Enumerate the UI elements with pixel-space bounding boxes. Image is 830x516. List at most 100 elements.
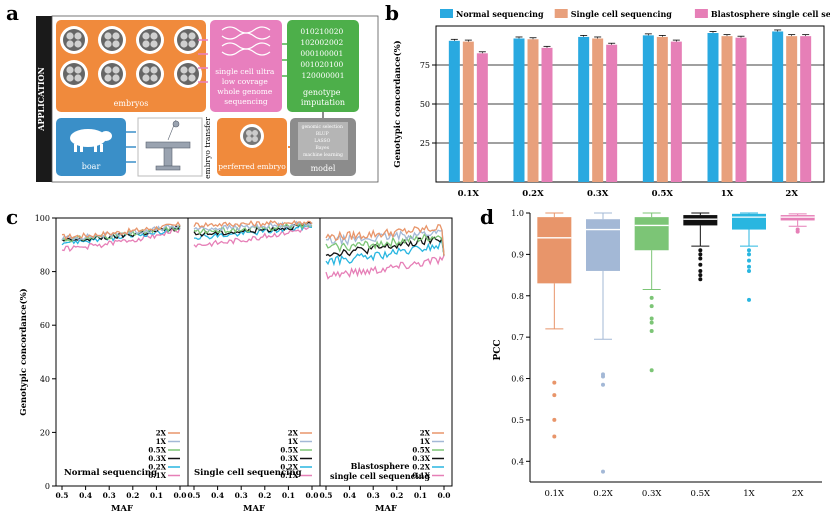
panel-c-xtick-label: 0.1 xyxy=(414,491,427,500)
panel-d-outlier xyxy=(552,393,557,398)
embryo-cell xyxy=(188,66,196,74)
embryo-cell xyxy=(104,66,112,74)
panel-d-ytick-label: 0.5 xyxy=(511,416,524,425)
panel-b-legend-swatch xyxy=(694,9,708,18)
embryo-cell xyxy=(180,32,188,40)
embryo-cell xyxy=(150,40,158,48)
panel-c-legend-label: 0.1X xyxy=(412,471,430,480)
application-label: APPLICATION xyxy=(36,67,46,132)
panel-c-legend-label: 0.3X xyxy=(148,454,166,463)
embryo-cell xyxy=(104,40,112,48)
embryo-cell xyxy=(180,66,188,74)
panel-c-series-line xyxy=(193,220,313,232)
panel-c-subplot-title: Normal sequencing xyxy=(64,468,157,478)
panel-b-bar xyxy=(448,40,460,182)
panel-c-xlabel: MAF xyxy=(111,504,133,514)
embryos-box xyxy=(56,20,206,112)
panel-c-legend-label: 1X xyxy=(420,437,431,446)
panel-c-series-line xyxy=(193,219,313,228)
panel-d-outlier xyxy=(698,252,703,257)
panel-c-xtick-label: 0.0 xyxy=(437,491,450,500)
panel-c-ytick-label: 100 xyxy=(35,214,50,223)
panel-c-series-line xyxy=(325,223,445,256)
panel-c-xtick-label: 0.2 xyxy=(126,491,139,500)
application-bar xyxy=(36,16,52,182)
panel-a-letter: a xyxy=(6,1,19,25)
panel-c-xtick-label: 0.3 xyxy=(103,491,116,500)
embryo-icon-inner xyxy=(101,63,123,85)
panel-b-bar xyxy=(786,36,798,182)
panel-d-xtick-label: 0.5X xyxy=(691,489,712,499)
panel-d-xtick-label: 0.2X xyxy=(593,489,614,499)
panel-c-xtick-label: 0.5 xyxy=(319,491,332,500)
panel-c-legend-label: 1X xyxy=(156,437,167,446)
panel-b-bar xyxy=(707,33,719,182)
model-list: genomic selection BLUP LASSO Bayes machi… xyxy=(302,124,345,158)
embryo-cell xyxy=(188,74,196,82)
panel-d-letter: d xyxy=(480,205,494,229)
panel-b-bar xyxy=(527,39,539,183)
panel-c-xlabel: MAF xyxy=(375,504,397,514)
panel-b-ytick-label: 75 xyxy=(420,61,430,70)
embryo-icon-inner xyxy=(139,29,161,51)
panel-c-xtick-label: 0.0 xyxy=(305,491,318,500)
embryo-cell xyxy=(66,32,74,40)
panel-b-bar xyxy=(541,47,553,183)
panel-d-ytick-label: 0.4 xyxy=(511,457,524,466)
arrows-to-boar xyxy=(126,131,136,163)
panel-c-subplot-title: single cell sequencing xyxy=(330,471,430,481)
panel-b-bar xyxy=(476,53,488,182)
panel-b-ytick-label: 50 xyxy=(420,100,430,109)
panel-c-legend-label: 0.2X xyxy=(412,463,430,472)
embryo-cell xyxy=(150,74,158,82)
embryo-cell xyxy=(104,74,112,82)
operating-table-icon xyxy=(145,119,191,171)
panel-d-outlier xyxy=(601,374,605,379)
panel-d-box xyxy=(634,217,669,251)
panel-d-ylabel: PCC xyxy=(493,339,503,360)
embryo-cell xyxy=(188,40,196,48)
embryo-cell xyxy=(66,74,74,82)
imputation-label: genotype imputation xyxy=(301,88,345,107)
panel-d-outlier xyxy=(649,316,654,321)
panel-c-series-line xyxy=(193,221,313,237)
panel-b-legend-label: Blastosphere single cell sequencing xyxy=(711,9,830,19)
panel-c-xtick-label: 0.3 xyxy=(367,491,380,500)
embryo-transfer-label: embryo transfer xyxy=(203,117,212,179)
embryos-label: embryos xyxy=(114,99,149,108)
embryo-cell xyxy=(180,40,188,48)
panel-c-legend-label: 0.5X xyxy=(148,446,166,455)
panel-b-bar xyxy=(735,37,747,183)
panel-b-bar xyxy=(772,31,784,183)
embryo-cell xyxy=(66,40,74,48)
panel-b-legend-swatch xyxy=(440,9,453,18)
panel-c-ytick-label: 40 xyxy=(40,375,50,384)
embryo-cell xyxy=(112,40,120,48)
panel-c-series-line xyxy=(193,225,313,248)
panel-d-outlier xyxy=(698,262,703,267)
panel-c-xtick-label: 0.4 xyxy=(343,491,356,500)
embryo-icon-inner xyxy=(177,29,199,51)
panel-b-bar xyxy=(606,44,618,182)
embryo-cell xyxy=(66,66,74,74)
embryo-cell xyxy=(74,32,82,40)
panel-d: d 0.4 0.5 0.6 0.7 0.8 0.9 1.0 PCC 0.1X 0.2X 0.3X 0.… xyxy=(480,205,822,499)
panel-c-xtick-label: 0.3 xyxy=(235,491,248,500)
embryo-cell xyxy=(112,74,120,82)
panel-b-bar xyxy=(513,38,525,183)
panel-d-outlier xyxy=(649,295,654,300)
panel-b-bar xyxy=(670,41,682,182)
panel-b-legend-swatch xyxy=(554,9,568,18)
arrows-to-sequencing xyxy=(198,39,208,83)
panel-c-subplot-title: Blastosphere xyxy=(351,461,410,471)
panel-b-legend-label: Normal sequencing xyxy=(456,9,544,19)
embryo-cell xyxy=(142,32,150,40)
panel-c-series-line xyxy=(325,255,445,280)
panel-d-outlier xyxy=(747,297,751,302)
panel-d-ytick-label: 0.6 xyxy=(511,375,524,384)
panel-c-xtick-label: 0.0 xyxy=(173,491,186,500)
panel-c-ytick-label: 80 xyxy=(40,268,50,277)
embryo-icon-inner xyxy=(101,29,123,51)
